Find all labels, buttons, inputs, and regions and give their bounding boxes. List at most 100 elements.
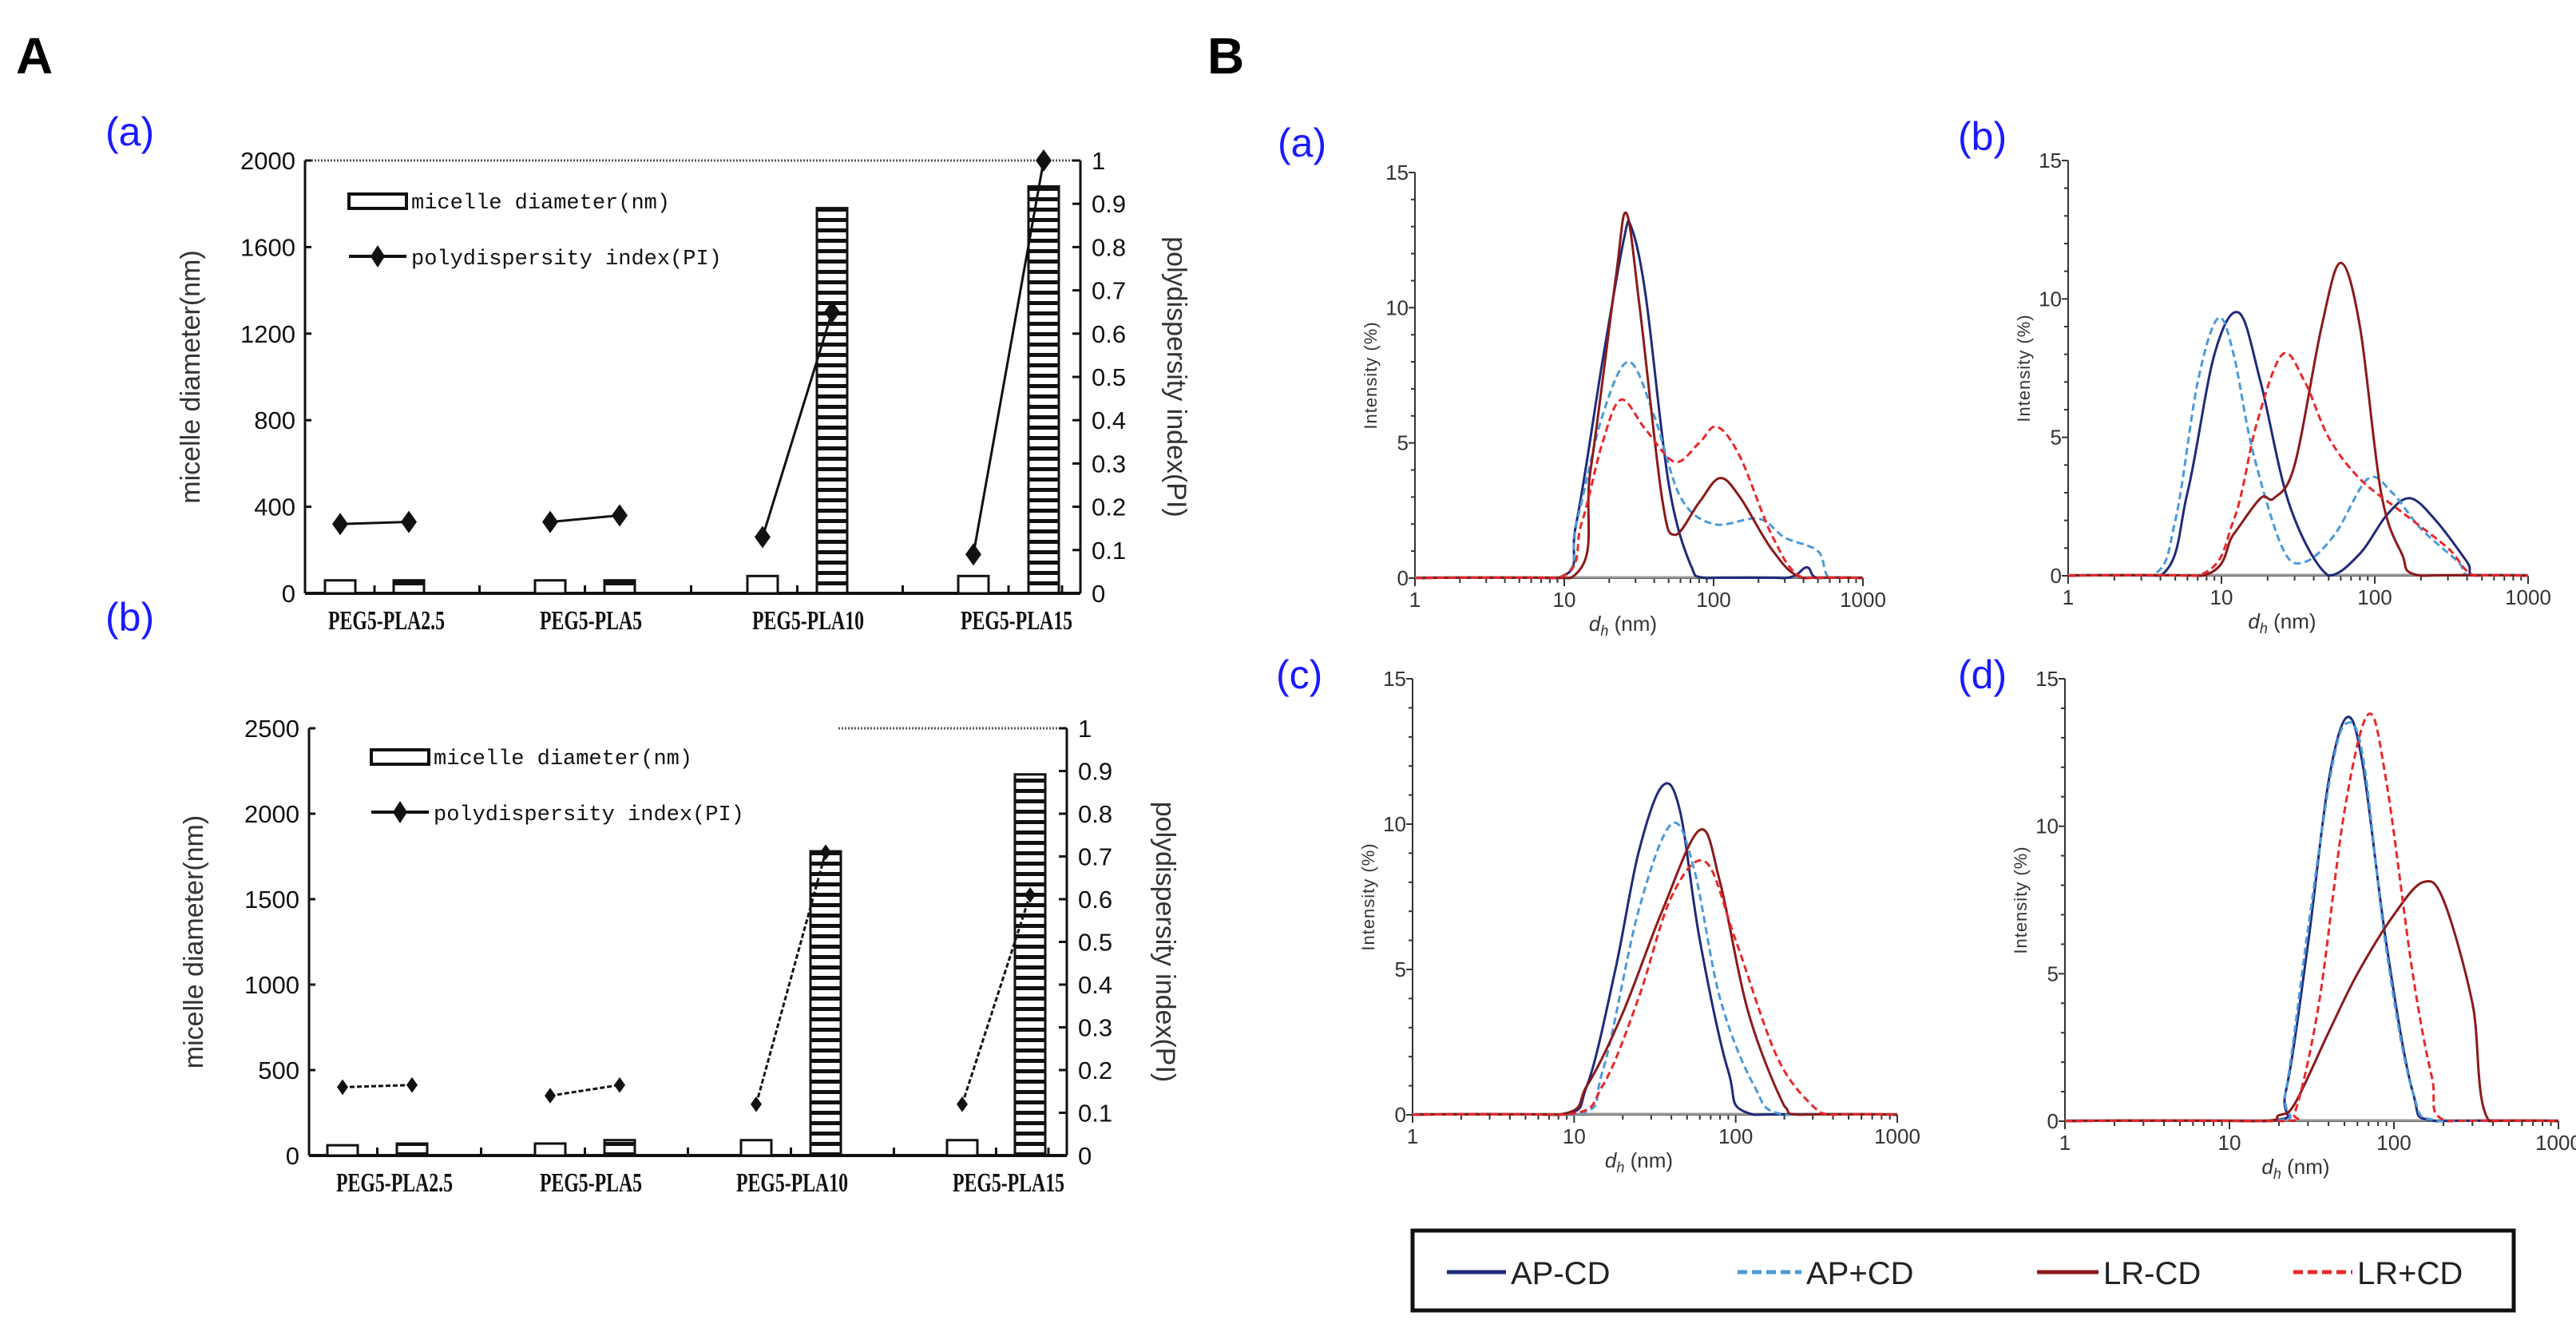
panel-label: (a) xyxy=(105,109,154,154)
pi-line xyxy=(339,521,410,525)
y2-tick-label: 0.2 xyxy=(1078,1056,1112,1084)
y-tick-label: 1000 xyxy=(244,971,299,999)
y2-tick-label: 0.3 xyxy=(1078,1014,1112,1042)
series-line-ap-cd xyxy=(2064,721,2559,1123)
y-axis-title: Intensity (%) xyxy=(1358,842,1378,950)
x-tick-label: 100 xyxy=(1718,1124,1753,1148)
y2-tick-label: 0.7 xyxy=(1092,277,1126,305)
legend-label: LR-CD xyxy=(2103,1256,2201,1291)
x-axis-title-var: d xyxy=(1589,612,1602,636)
pi-marker xyxy=(545,1088,556,1104)
x-axis-title-sub: h xyxy=(1600,623,1608,639)
y-tick-label: 15 xyxy=(2035,667,2059,691)
y-tick-label: 0 xyxy=(286,1142,299,1170)
x-tick-label: 1 xyxy=(2059,1131,2071,1155)
series-line-lr-cd xyxy=(1412,828,1898,1116)
diameter-bar xyxy=(1013,773,1047,1157)
y2-axis-title: polydispersity index(PI) xyxy=(1161,236,1191,517)
legend-label: AP-CD xyxy=(1511,1256,1610,1291)
diameter-bar xyxy=(957,574,990,595)
pi-marker xyxy=(751,1096,762,1112)
y2-tick-label: 0.1 xyxy=(1078,1100,1112,1128)
pi-marker xyxy=(401,510,417,533)
pi-marker xyxy=(542,510,558,533)
x-tick-label: 10 xyxy=(1553,588,1576,612)
series-line-lr-cd xyxy=(1414,211,1864,580)
x-tick-label: 10 xyxy=(2210,585,2233,609)
pi-marker xyxy=(337,1079,348,1096)
y-tick-label: 5 xyxy=(2047,961,2059,985)
y-tick-label: 5 xyxy=(1395,957,1406,981)
x-tick-label: 1 xyxy=(1407,1124,1418,1148)
y-tick-label: 2000 xyxy=(240,147,295,175)
category-label: PEG5-PLA10 xyxy=(752,606,864,636)
y2-tick-label: 1 xyxy=(1092,147,1105,175)
diameter-bar xyxy=(533,1142,567,1157)
panel-B-label: B xyxy=(1207,27,1244,85)
x-axis-title-var: d xyxy=(1605,1148,1618,1172)
panel-A-label: A xyxy=(16,27,53,85)
y-tick-label: 1200 xyxy=(240,320,295,348)
dls-chart-3: (b) 0 5 10 15 1 10 100 1000 Intensity (%) dh (nm) xyxy=(1958,114,2551,636)
series-line-lr-cd xyxy=(1414,398,1864,580)
y2-tick-label: 0.5 xyxy=(1092,363,1126,391)
y2-tick-label: 0.7 xyxy=(1078,843,1112,871)
y-tick-label: 1500 xyxy=(244,886,299,914)
x-axis-title: dh (nm) xyxy=(1605,1148,1673,1175)
series-line-ap-cd xyxy=(1412,782,1898,1116)
y2-axis-title: polydispersity index(PI) xyxy=(1150,802,1180,1082)
panel-label: (d) xyxy=(1958,652,2007,697)
panel-label: (a) xyxy=(1278,121,1326,165)
y-axis-title: Intensity (%) xyxy=(2011,846,2031,953)
y2-tick-label: 0.5 xyxy=(1078,929,1112,957)
x-tick-label: 1000 xyxy=(1874,1124,1920,1148)
dls-legend: AP-CD AP+CD LR-CD LR+CD xyxy=(1410,1228,2516,1313)
series-line-ap-cd xyxy=(2067,311,2529,577)
y-tick-label: 5 xyxy=(1397,431,1409,455)
y2-tick-label: 0.6 xyxy=(1092,320,1126,348)
x-axis-title: dh (nm) xyxy=(2261,1155,2329,1182)
pi-marker xyxy=(820,844,831,860)
y-tick-label: 500 xyxy=(258,1056,299,1084)
y-tick-label: 5 xyxy=(2051,426,2062,450)
pi-line xyxy=(755,851,827,1105)
pi-marker xyxy=(612,504,628,527)
y-tick-label: 2500 xyxy=(244,715,299,743)
legend-bar-swatch xyxy=(370,748,430,766)
y-tick-label: 15 xyxy=(1385,161,1409,184)
x-axis-title-unit: (nm) xyxy=(2281,1155,2330,1179)
pi-marker xyxy=(332,513,348,536)
series-line-ap-cd xyxy=(1412,821,1898,1116)
y-axis-title: Intensity (%) xyxy=(2014,314,2034,422)
diameter-bar xyxy=(395,1142,429,1157)
pi-marker xyxy=(1024,886,1036,903)
y2-tick-label: 0.8 xyxy=(1078,800,1112,828)
diameter-bar xyxy=(746,574,779,595)
x-axis-title-unit: (nm) xyxy=(2268,609,2316,633)
y-tick-label: 0 xyxy=(1395,1103,1406,1127)
y-tick-label: 15 xyxy=(2039,149,2062,172)
x-tick-label: 1000 xyxy=(2535,1131,2576,1155)
y-tick-label: 800 xyxy=(254,406,295,434)
diameter-bar xyxy=(809,850,842,1157)
y-tick-label: 10 xyxy=(1385,295,1409,319)
x-tick-label: 10 xyxy=(2218,1131,2241,1155)
series-line-lr-cd xyxy=(2067,351,2529,577)
legend-marker-swatch xyxy=(371,245,385,268)
series-line-ap-cd xyxy=(1414,360,1864,580)
diameter-bar xyxy=(533,579,567,595)
x-tick-label: 1 xyxy=(1409,588,1421,612)
y2-tick-label: 0.3 xyxy=(1092,450,1126,478)
panel-label: (b) xyxy=(105,595,154,640)
category-label: PEG5-PLA15 xyxy=(953,1168,1064,1198)
x-axis-title-sub: h xyxy=(2273,1166,2281,1182)
legend-bar-swatch xyxy=(347,192,408,210)
legend-box xyxy=(1410,1228,2516,1313)
x-tick-label: 1000 xyxy=(1840,588,1886,612)
x-axis-title: dh (nm) xyxy=(1589,612,1657,639)
pi-line xyxy=(972,160,1045,555)
pi-line xyxy=(549,1084,620,1097)
pi-line xyxy=(549,513,620,524)
y2-tick-label: 1 xyxy=(1078,715,1092,743)
category-label: PEG5-PLA5 xyxy=(540,1168,642,1198)
